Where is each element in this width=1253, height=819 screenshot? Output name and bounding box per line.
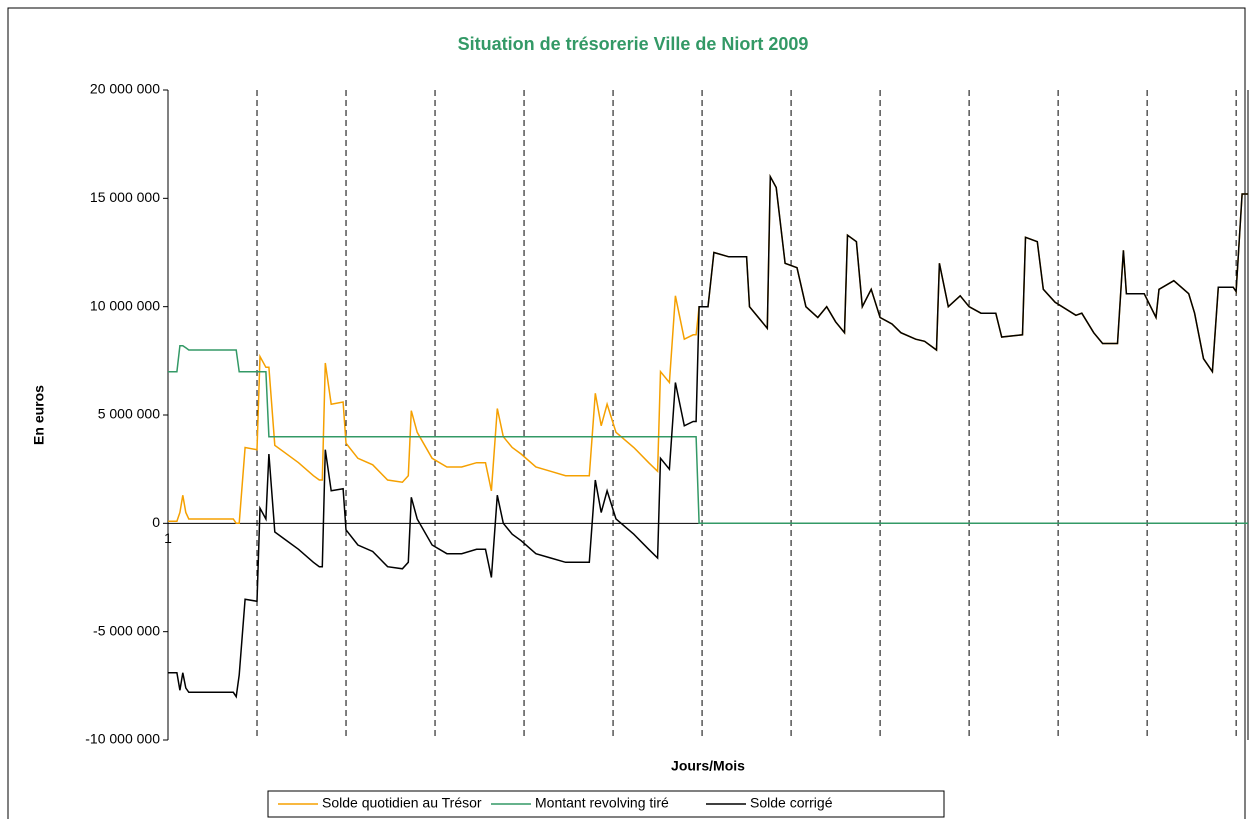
y-tick-label: 20 000 000: [90, 81, 160, 97]
y-tick-label: 5 000 000: [98, 406, 160, 422]
legend-box: [267, 790, 945, 818]
y-tick-label: -10 000 000: [85, 731, 160, 747]
x-tick-label: 1: [164, 530, 172, 546]
y-tick-label: 10 000 000: [90, 297, 160, 313]
series-line: [168, 173, 1248, 699]
y-tick-label: 15 000 000: [90, 189, 160, 205]
chart-frame: [7, 7, 1246, 819]
y-tick-label: -5 000 000: [93, 622, 160, 638]
legend-label: Solde quotidien au Trésor: [322, 795, 482, 811]
legend-label: Solde corrigé: [750, 795, 833, 811]
y-tick-label: 0: [152, 514, 160, 530]
chart-title: Situation de trésorerie Ville de Niort 2…: [458, 34, 809, 54]
series-line: [168, 344, 1248, 525]
y-axis-title: En euros: [31, 385, 47, 445]
series-line: [168, 173, 1248, 525]
x-axis-title: Jours/Mois: [671, 758, 745, 774]
legend-label: Montant revolving tiré: [535, 795, 669, 811]
